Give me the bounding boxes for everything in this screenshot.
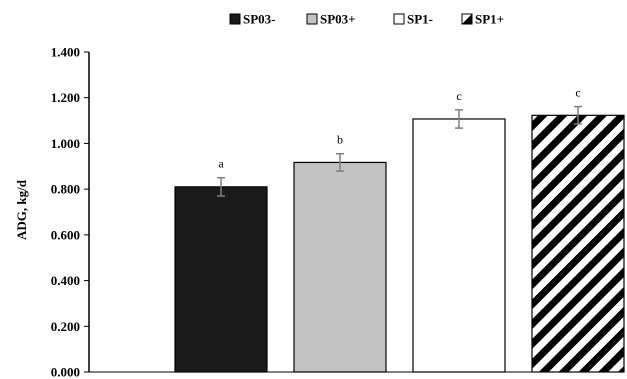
y-axis-label: ADG, kg/d [14, 179, 29, 240]
bars: a b c c [174, 86, 625, 373]
significance-label: a [218, 157, 224, 171]
y-tick-label: 1.200 [51, 90, 80, 105]
bar-sp1plus [531, 114, 625, 373]
significance-label: b [337, 133, 343, 147]
bar-sp1minus [412, 118, 506, 373]
legend-label: SP1+ [475, 12, 504, 27]
y-tick-label: 0.000 [51, 365, 80, 379]
y-tick-label: 0.800 [51, 182, 80, 197]
y-tick-label: 0.600 [51, 227, 80, 242]
legend-label: SP03- [243, 12, 276, 27]
legend-swatch [306, 13, 318, 25]
y-tick-label: 1.000 [51, 136, 80, 151]
y-tick-label: 1.400 [51, 45, 80, 60]
legend-swatch [229, 13, 241, 25]
significance-label: c [575, 86, 580, 100]
significance-label: c [456, 89, 461, 103]
legend: SP03- SP03+ SP1- SP1+ [229, 12, 504, 27]
y-tick-label: 0.200 [51, 319, 80, 334]
legend-swatch [393, 13, 405, 25]
y-tick-label: 0.400 [51, 273, 80, 288]
bar-sp03plus [293, 161, 387, 373]
legend-swatch-hatch [462, 14, 472, 24]
bar-sp03minus [174, 186, 268, 373]
legend-label: SP03+ [320, 12, 356, 27]
legend-label: SP1- [407, 12, 433, 27]
